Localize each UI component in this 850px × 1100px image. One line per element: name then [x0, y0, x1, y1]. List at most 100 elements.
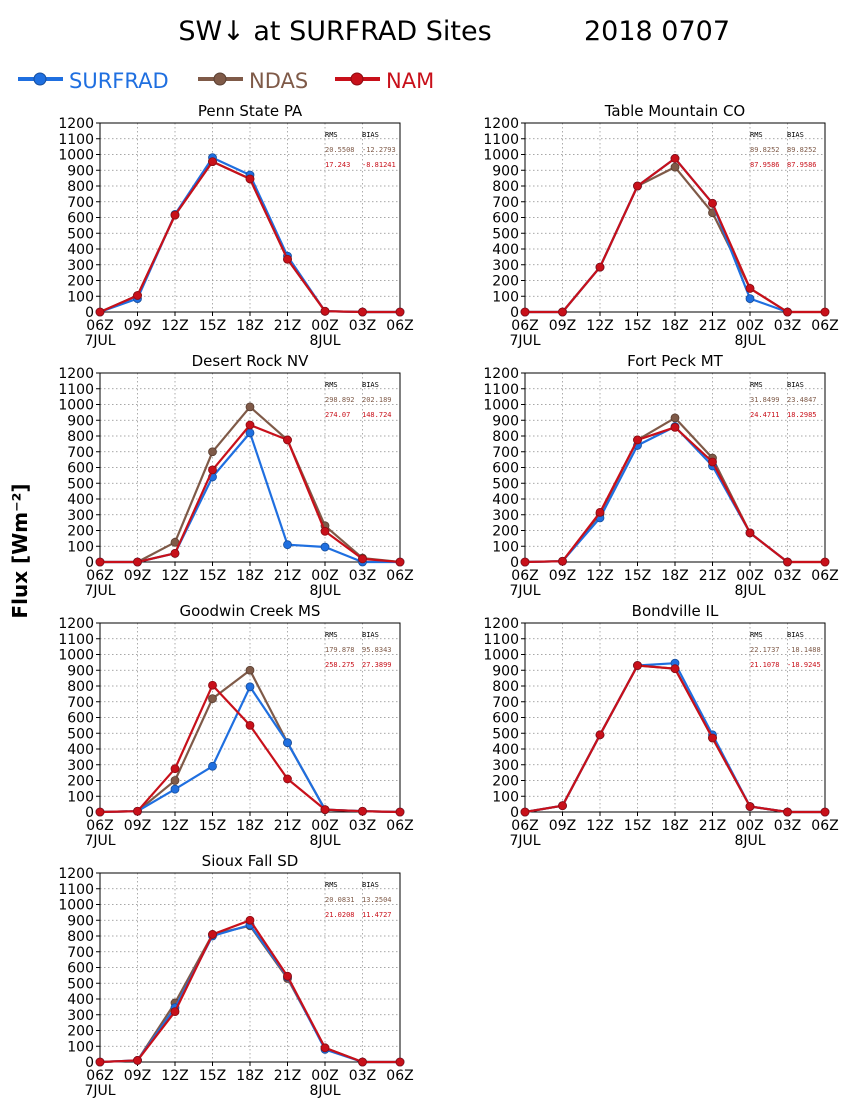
x-tick-label: 21Z [699, 818, 726, 834]
y-tick-label: 1000 [58, 648, 94, 664]
x-date-label: 8JUL [309, 1083, 340, 1099]
data-point-nam [320, 805, 330, 815]
x-tick-label: 21Z [699, 318, 726, 334]
x-tick-label: 09Z [124, 568, 151, 584]
y-tick-label: 100 [67, 539, 94, 555]
stats-ndas-bias: 23.4847 [787, 396, 817, 404]
series-line-surfrad [99, 685, 401, 814]
y-tick-label: 0 [85, 305, 94, 321]
data-point-nam [95, 1057, 105, 1067]
stats-header-bias: BIAS [362, 631, 379, 639]
stats-header-bias: BIAS [787, 631, 804, 639]
data-point-nam [208, 157, 217, 166]
x-tick-label: 15Z [624, 318, 651, 334]
x-tick-label: 12Z [586, 818, 613, 834]
data-point-nam [283, 435, 292, 445]
stats-nam-rms: 87.9586 [750, 161, 780, 169]
stats-nam-bias: -8.81241 [362, 161, 396, 169]
data-point-surfrad [283, 738, 292, 748]
x-tick-label: 15Z [199, 318, 226, 334]
y-tick-label: 1000 [483, 398, 519, 414]
x-tick-label: 00Z [311, 818, 338, 834]
y-tick-label: 600 [492, 211, 519, 227]
panel-fort-peck-mt: Fort Peck MT 0100200300400500600700800900… [483, 352, 838, 599]
y-tick-label: 300 [67, 258, 94, 274]
y-tick-label: 1200 [58, 866, 94, 882]
legend-label-ndas: NDAS [249, 69, 308, 93]
y-tick-label: 700 [67, 695, 94, 711]
x-tick-label: 12Z [161, 568, 188, 584]
x-tick-label: 03Z [349, 1068, 376, 1084]
x-tick-label: 15Z [624, 568, 651, 584]
x-tick-label: 12Z [161, 818, 188, 834]
y-tick-label: 600 [67, 711, 94, 727]
series-nam [520, 422, 830, 567]
y-tick-label: 500 [492, 726, 519, 742]
y-tick-label: 200 [492, 524, 519, 540]
y-tick-label: 1000 [58, 398, 94, 414]
y-tick-label: 300 [67, 508, 94, 524]
data-point-nam [395, 807, 405, 817]
data-point-nam [283, 971, 292, 981]
series-nam [95, 420, 405, 567]
y-tick-label: 200 [492, 774, 519, 790]
stats-ndas-rms: 89.8252 [750, 146, 780, 154]
data-point-nam [558, 801, 567, 811]
x-tick-label: 06Z [86, 818, 113, 834]
panel-table-mountain-co: Table Mountain CO01002003004005006007008… [483, 102, 838, 349]
series-nam [520, 154, 830, 317]
y-tick-label: 500 [67, 976, 94, 992]
y-tick-label: 200 [67, 1024, 94, 1040]
x-tick-label: 21Z [274, 318, 301, 334]
x-tick-label: 21Z [274, 1068, 301, 1084]
y-tick-label: 500 [492, 476, 519, 492]
x-tick-label: 12Z [586, 318, 613, 334]
y-tick-label: 800 [67, 179, 94, 195]
y-tick-label: 400 [492, 242, 519, 258]
data-point-nam [633, 661, 642, 670]
data-point-ndas [208, 694, 217, 703]
stats-header-rms: RMS [750, 131, 763, 139]
y-tick-label: 700 [67, 195, 94, 211]
x-tick-label: 09Z [124, 318, 151, 334]
data-point-nam [170, 764, 180, 774]
y-tick-label: 800 [492, 179, 519, 195]
x-tick-label: 09Z [549, 818, 576, 834]
data-point-nam [245, 915, 255, 925]
series-nam [95, 915, 405, 1067]
data-point-nam [783, 307, 792, 317]
x-tick-label: 06Z [511, 818, 538, 834]
x-tick-label: 06Z [86, 568, 113, 584]
data-point-ndas [670, 162, 680, 172]
stats-ndas-bias: -18.1488 [787, 646, 821, 654]
series-ndas [520, 661, 830, 817]
data-point-nam [283, 254, 292, 264]
y-tick-label: 400 [67, 242, 94, 258]
y-tick-label: 200 [67, 524, 94, 540]
y-tick-label: 500 [67, 226, 94, 242]
data-point-nam [170, 210, 180, 220]
y-tick-label: 800 [67, 679, 94, 695]
stats-ndas-rms: 22.1737 [750, 646, 780, 654]
y-tick-label: 100 [67, 1039, 94, 1055]
stats-nam-bias: -18.9245 [787, 661, 821, 669]
legend-marker-ndas [213, 72, 227, 86]
data-point-nam [245, 420, 255, 430]
legend-label-surfrad: SURFRAD [69, 69, 169, 93]
y-tick-label: 1100 [58, 132, 94, 148]
stats-header-rms: RMS [750, 631, 763, 639]
stats-nam-bias: 11.4727 [362, 911, 392, 919]
legend: SURFRAD NDAS NAM [18, 69, 434, 93]
data-point-nam [670, 664, 680, 674]
x-tick-label: 12Z [586, 568, 613, 584]
y-tick-label: 0 [85, 805, 94, 821]
data-point-nam [633, 181, 642, 191]
x-tick-label: 15Z [199, 1068, 226, 1084]
data-point-nam [133, 557, 142, 567]
panels: Penn State PA010020030040050060070080090… [58, 102, 838, 1099]
stats-ndas-bias: 13.2504 [362, 896, 392, 904]
y-tick-label: 100 [492, 539, 519, 555]
x-tick-label: 12Z [161, 1068, 188, 1084]
y-tick-label: 800 [492, 429, 519, 445]
